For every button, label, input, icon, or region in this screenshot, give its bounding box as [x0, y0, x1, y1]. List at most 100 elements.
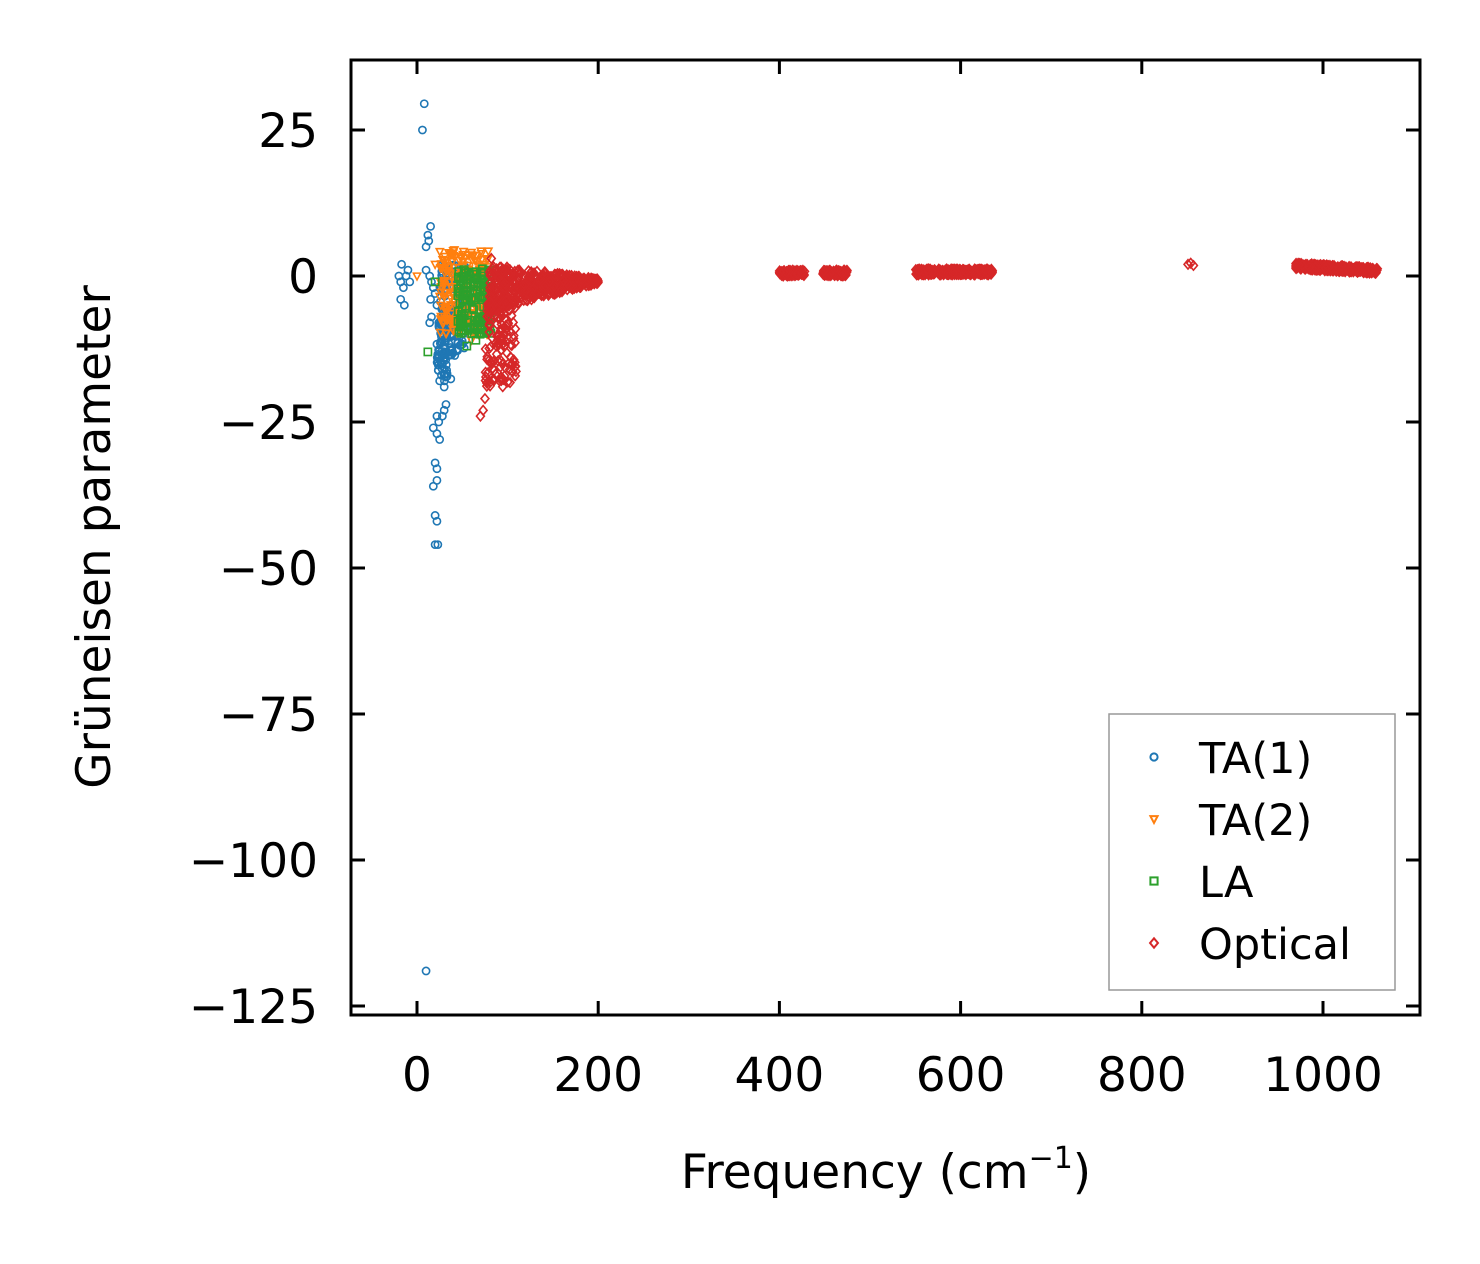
data-point [499, 277, 510, 290]
data-point [1291, 260, 1302, 273]
tick-labels: 0 200 400 600 800 1000 25 0 −25 −50 −75 −100 −125 [189, 104, 1383, 1103]
data-point [403, 265, 413, 275]
data-point [1344, 265, 1355, 277]
data-point [509, 295, 520, 308]
data-point [475, 291, 485, 301]
data-point [504, 304, 515, 316]
data-point [423, 230, 433, 240]
legend-marker-optical [1148, 936, 1160, 950]
x-tick-label: 0 [402, 1048, 432, 1103]
data-point [440, 337, 449, 347]
data-point [432, 464, 442, 474]
data-point [453, 316, 463, 326]
data-point [527, 283, 538, 296]
axis-ticks [351, 60, 1420, 1015]
data-point [435, 328, 446, 339]
data-point [482, 350, 493, 363]
x-tick-label: 600 [916, 1048, 1006, 1103]
data-point [426, 294, 435, 304]
y-tick-label: −50 [219, 542, 318, 597]
data-point [538, 289, 549, 302]
data-point [509, 301, 520, 314]
data-point [1336, 264, 1347, 277]
data-point [435, 435, 445, 444]
data-point [480, 366, 491, 379]
data-point [969, 266, 980, 279]
data-point [493, 272, 504, 284]
data-point [442, 365, 452, 375]
x-tick-label: 800 [1097, 1048, 1187, 1103]
data-point [930, 265, 941, 278]
data-point [467, 303, 477, 313]
data-point [454, 327, 464, 337]
series-ta1 [394, 99, 471, 976]
data-point [441, 360, 451, 370]
y-tick-label: −25 [219, 396, 318, 451]
data-point [459, 343, 469, 353]
data-point [539, 265, 550, 278]
data-point [482, 304, 493, 317]
data-point [485, 303, 496, 316]
data-point [448, 249, 459, 259]
data-point [505, 326, 516, 339]
data-point [434, 247, 445, 258]
data-point [554, 286, 565, 299]
data-point [506, 359, 517, 371]
data-point [544, 275, 555, 288]
data-point [484, 319, 495, 332]
data-point [482, 376, 493, 389]
data-point [485, 270, 497, 283]
data-point [434, 345, 443, 355]
legend-markers [1148, 752, 1160, 950]
data-point [485, 295, 496, 308]
legend-label-optical: Optical [1199, 920, 1351, 970]
legend-marker-ta1 [1149, 752, 1159, 762]
data-point [478, 404, 489, 417]
y-tick-label: 0 [288, 250, 318, 305]
data-point [532, 277, 543, 290]
data-point [534, 274, 545, 286]
data-point [418, 125, 427, 135]
data-point [514, 264, 525, 276]
data-point [476, 275, 486, 284]
data-point [463, 278, 473, 288]
data-point [836, 267, 847, 280]
data-point [503, 357, 514, 370]
data-point [499, 313, 510, 326]
data-point [591, 275, 602, 288]
data-point [565, 279, 576, 292]
data-point [433, 540, 443, 550]
data-point [459, 311, 469, 320]
data-point [958, 268, 969, 281]
data-point [399, 283, 408, 293]
data-point [486, 252, 497, 265]
data-point [496, 331, 507, 344]
data-point [477, 324, 487, 333]
data-point [439, 303, 450, 314]
data-point [479, 392, 490, 405]
data-point [1337, 259, 1348, 272]
data-point [439, 252, 450, 263]
data-point [1304, 261, 1315, 273]
data-point [399, 300, 409, 310]
data-point [544, 286, 555, 299]
x-axis-label-main: Frequency (cm [681, 1145, 1029, 1200]
data-point [432, 339, 442, 349]
data-point [922, 263, 933, 276]
series-optical [475, 252, 1383, 423]
data-point [491, 336, 502, 349]
data-point [491, 262, 502, 275]
data-point [426, 221, 435, 231]
data-point [974, 264, 985, 276]
data-point [437, 370, 446, 380]
legend-label-la: LA [1199, 858, 1254, 908]
data-point [924, 266, 935, 279]
data-point [405, 277, 415, 287]
data-point [492, 302, 503, 315]
data-point [1350, 263, 1361, 276]
data-point [439, 292, 450, 303]
data-point [496, 355, 507, 367]
data-point [439, 382, 449, 392]
data-point [423, 347, 433, 357]
